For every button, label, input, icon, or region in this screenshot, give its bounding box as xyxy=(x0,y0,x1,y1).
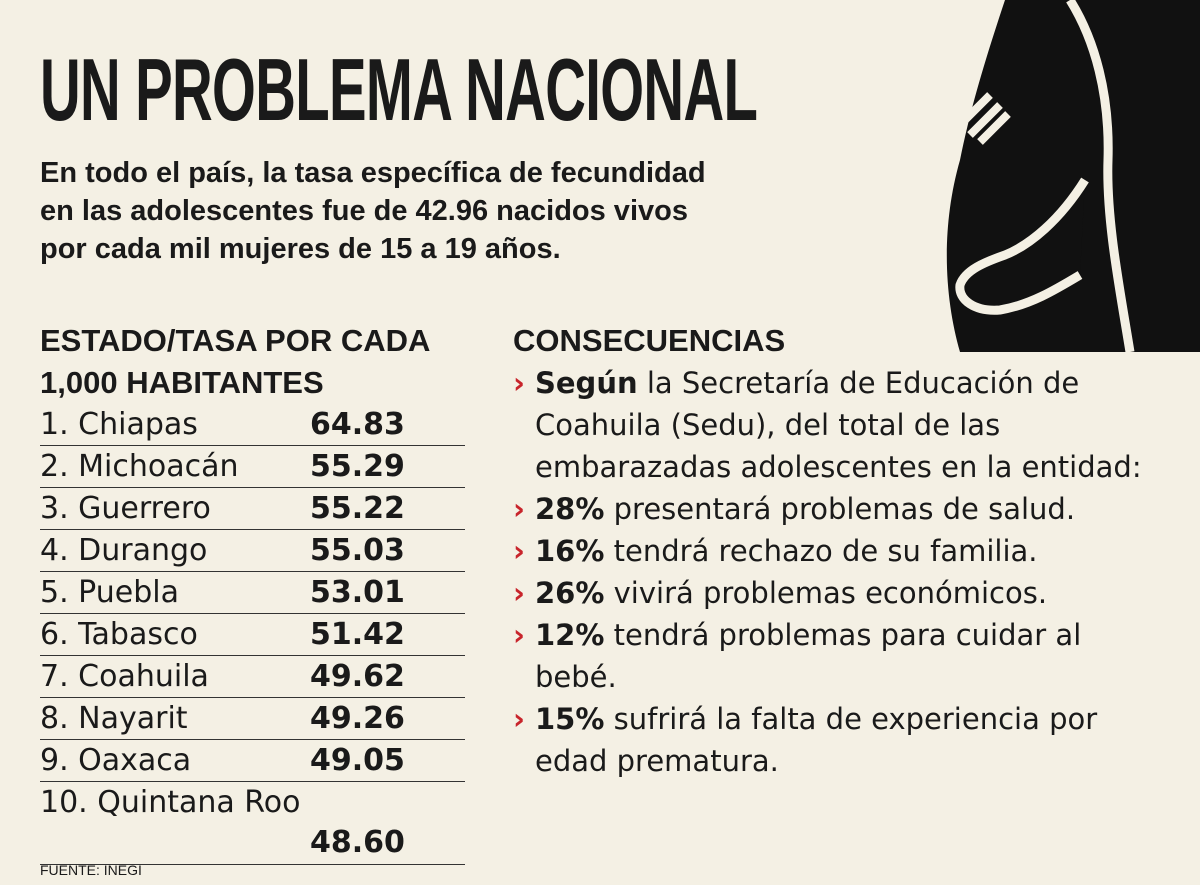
table-row: 9. Oaxaca 49.05 xyxy=(40,740,465,782)
illustration xyxy=(946,0,1200,353)
item-lead: 12% xyxy=(535,618,605,652)
state-name: 10. Quintana Roo xyxy=(40,785,301,820)
consequence-item: › 28% presentará problemas de salud. xyxy=(513,488,1153,530)
table-heading: 1,000 HABITANTES xyxy=(40,365,324,400)
bullet-arrow: › xyxy=(513,576,525,610)
state-name: 7. Coahuila xyxy=(40,659,209,694)
intro-line: En todo el país, la tasa específica de f… xyxy=(40,157,706,189)
item-text: sufrirá la falta de experiencia por edad… xyxy=(535,702,1098,778)
table: ESTADO/TASA POR CADA 1,000 HABITANTES 1. C… xyxy=(40,320,465,865)
consequence-item: › 12% tendrá problemas para cuidar al beb… xyxy=(513,614,1153,698)
bullet-arrow: › xyxy=(513,618,525,652)
table-row: 8. Nayarit 49.26 xyxy=(40,698,465,740)
consequences: CONSECUENCIAS › Según la Secretaría de Ed… xyxy=(513,320,1153,782)
item-lead: 15% xyxy=(535,702,605,736)
state-name: 6. Tabasco xyxy=(40,617,198,652)
table-row: 10. Quintana Roo 48.60 xyxy=(40,782,465,865)
rate-value: 51.42 xyxy=(310,617,405,652)
state-name: 4. Durango xyxy=(40,533,208,568)
rate-value: 49.26 xyxy=(310,701,405,736)
intro: En todo el país, la tasa específica de f… xyxy=(40,154,706,268)
item-lead: Según xyxy=(535,366,638,400)
rate-value: 49.05 xyxy=(310,743,405,778)
rate-value: 49.62 xyxy=(310,659,405,694)
item-lead: 16% xyxy=(535,534,605,568)
table-row: 4. Durango 55.03 xyxy=(40,530,465,572)
item-lead: 26% xyxy=(535,576,605,610)
item-text: vivirá problemas económicos. xyxy=(604,576,1048,610)
table-row: 6. Tabasco 51.42 xyxy=(40,614,465,656)
item-text: presentará problemas de salud. xyxy=(604,492,1076,526)
rate-value: 55.22 xyxy=(310,491,405,526)
intro-line: por cada mil mujeres de 15 a 19 años. xyxy=(40,233,561,265)
consequences-heading: CONSECUENCIAS xyxy=(513,323,786,358)
item-text: la Secretaría de Educación de Coahuila (… xyxy=(535,366,1142,484)
bullet-arrow: › xyxy=(513,366,525,400)
table-row: 7. Coahuila 49.62 xyxy=(40,656,465,698)
state-name: 9. Oaxaca xyxy=(40,743,192,778)
rate-value: 55.29 xyxy=(310,449,405,484)
rate-value: 64.83 xyxy=(310,407,405,442)
state-name: 1. Chiapas xyxy=(40,407,198,442)
consequence-item: › 26% vivirá problemas económicos. xyxy=(513,572,1153,614)
bullet-arrow: › xyxy=(513,492,525,526)
table-row: 5. Puebla 53.01 xyxy=(40,572,465,614)
rate-value: 55.03 xyxy=(310,533,405,568)
table-row: 3. Guerrero 55.22 xyxy=(40,488,465,530)
item-text: tendrá problemas para cuidar al bebé. xyxy=(535,618,1082,694)
title: UN PROBLEMA NACIONAL xyxy=(40,40,758,139)
consequence-item: › 16% tendrá rechazo de su familia. xyxy=(513,530,1153,572)
item-text: tendrá rechazo de su familia. xyxy=(604,534,1038,568)
state-name: 2. Michoacán xyxy=(40,449,239,484)
bullet-arrow: › xyxy=(513,534,525,568)
rate-value: 53.01 xyxy=(310,575,405,610)
state-name: 5. Puebla xyxy=(40,575,179,610)
state-name: 3. Guerrero xyxy=(40,491,211,526)
state-name: 8. Nayarit xyxy=(40,701,188,736)
source: FUENTE: INEGI xyxy=(40,862,142,878)
table-heading: ESTADO/TASA POR CADA xyxy=(40,323,431,358)
bullet-arrow: › xyxy=(513,702,525,736)
item-lead: 28% xyxy=(535,492,605,526)
table-row: 1. Chiapas 64.83 xyxy=(40,404,465,446)
consequence-item: › 15% sufrirá la falta de experiencia por… xyxy=(513,698,1153,782)
consequence-item: › Según la Secretaría de Educación de Coa… xyxy=(513,362,1153,488)
table-row: 2. Michoacán 55.29 xyxy=(40,446,465,488)
intro-line: en las adolescentes fue de 42.96 nacidos… xyxy=(40,195,688,227)
rate-value: 48.60 xyxy=(310,825,405,860)
